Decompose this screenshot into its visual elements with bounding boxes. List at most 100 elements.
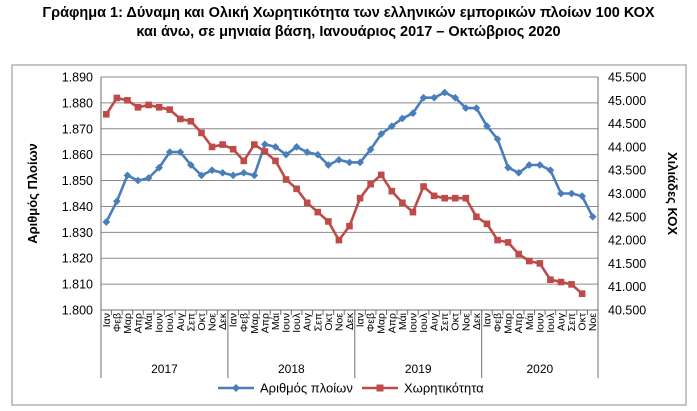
vessels-point bbox=[461, 104, 470, 113]
vessels-point bbox=[123, 171, 132, 180]
vessels-point bbox=[525, 161, 534, 169]
x-month-label: Νοε bbox=[333, 313, 345, 331]
x-month-label: Αυγ bbox=[429, 312, 441, 331]
vessels-point bbox=[229, 171, 238, 180]
x-year-label: 2020 bbox=[526, 362, 553, 376]
x-month-label: Σεπ bbox=[566, 313, 578, 331]
chart-border bbox=[11, 64, 687, 406]
x-month-label: Ιουν bbox=[407, 313, 419, 333]
vessels-point bbox=[408, 109, 417, 118]
tonnage-point bbox=[240, 157, 248, 165]
x-year-label: 2018 bbox=[278, 362, 305, 376]
tonnage-point bbox=[325, 218, 332, 225]
y-left-tick-label: 1.860 bbox=[62, 148, 93, 162]
tonnage-point bbox=[409, 208, 417, 216]
x-month-label: Ιαν bbox=[101, 313, 113, 327]
tonnage-point bbox=[335, 236, 343, 244]
vessels-point bbox=[546, 166, 555, 175]
tonnage-point bbox=[451, 194, 459, 202]
vessels-point bbox=[514, 168, 523, 177]
legend-tonnage-label: Χωρητικότητα bbox=[404, 381, 484, 396]
vessels-point bbox=[303, 148, 312, 157]
vessels-point bbox=[250, 171, 259, 180]
tonnage-point bbox=[219, 141, 226, 148]
y-right-tick-label: 42.000 bbox=[608, 234, 646, 248]
vessels-point bbox=[398, 114, 407, 123]
tonnage-point bbox=[134, 103, 142, 111]
vessels-point bbox=[155, 163, 164, 172]
y-left-axis-title: Αριθμός Πλοίων bbox=[25, 143, 40, 244]
vessels-point bbox=[356, 158, 365, 167]
y-right-tick-label: 45.500 bbox=[608, 71, 646, 85]
tonnage-point bbox=[388, 187, 396, 195]
y-left-tick-label: 1.810 bbox=[62, 278, 93, 292]
vessels-point bbox=[292, 142, 301, 151]
vessels-point bbox=[588, 212, 597, 221]
x-month-label: Ιουλ bbox=[291, 312, 303, 332]
x-month-label: Μάι bbox=[270, 312, 282, 330]
chart-title-line-1: Γράφημα 1: Δύναμη και Ολική Χωρητικότητα… bbox=[42, 5, 655, 21]
x-month-label: Αυγ bbox=[175, 312, 187, 331]
vessels-point bbox=[557, 189, 565, 198]
x-month-label: Σεπ bbox=[185, 313, 197, 331]
y-right-tick-label: 41.000 bbox=[608, 280, 646, 294]
tonnage-point bbox=[547, 276, 554, 284]
vessels-point bbox=[239, 168, 248, 177]
vessels-point bbox=[419, 93, 428, 102]
y-left-tick-label: 1.830 bbox=[62, 226, 93, 240]
vessels-point bbox=[144, 174, 153, 182]
y-left-tick-label: 1.890 bbox=[62, 71, 93, 85]
x-month-label: Σεπ bbox=[312, 313, 324, 331]
x-month-label: Δεκ bbox=[344, 312, 356, 330]
y-right-tick-label: 42.500 bbox=[608, 210, 646, 224]
x-month-label: Απρ bbox=[513, 313, 525, 333]
x-month-label: Αυγ bbox=[302, 312, 314, 331]
chart-title: Γράφημα 1: Δύναμη και Ολική Χωρητικότητα… bbox=[0, 4, 697, 42]
y-right-tick-label: 45.000 bbox=[608, 94, 646, 108]
chart-title-line-2: και άνω, σε μηνιαία βάση, Ιανουάριος 201… bbox=[136, 24, 561, 40]
tonnage-point bbox=[314, 208, 322, 216]
x-month-label: Ιαν bbox=[228, 313, 240, 327]
x-month-label: Ιουν bbox=[281, 313, 293, 333]
x-month-label: Μάι bbox=[143, 312, 155, 330]
x-month-label: Μαρ bbox=[249, 313, 261, 334]
x-month-label: Φεβ bbox=[111, 313, 123, 332]
vessels-point bbox=[493, 135, 502, 144]
x-month-label: Σεπ bbox=[439, 313, 451, 331]
x-month-label: Οκτ bbox=[323, 312, 335, 330]
vessels-point bbox=[208, 166, 216, 175]
tonnage-point bbox=[377, 171, 385, 179]
tonnage-point bbox=[473, 213, 480, 221]
vessels-point bbox=[112, 197, 121, 206]
x-month-label: Μαρ bbox=[376, 313, 388, 334]
vessels-point bbox=[134, 176, 142, 185]
tonnage-point bbox=[578, 290, 586, 297]
tonnage-point bbox=[557, 278, 565, 286]
vessels-point bbox=[430, 93, 439, 102]
tonnage-point bbox=[282, 176, 290, 183]
tonnage-point bbox=[515, 250, 522, 258]
tonnage-point bbox=[177, 115, 184, 123]
tonnage-point bbox=[346, 222, 353, 230]
x-month-label: Φεβ bbox=[492, 313, 504, 332]
y-left-tick-label: 1.840 bbox=[62, 200, 93, 214]
x-month-label: Οκτ bbox=[450, 312, 462, 330]
vessels-point bbox=[472, 104, 481, 113]
vessels-point bbox=[282, 150, 291, 159]
vessels-point bbox=[271, 142, 280, 151]
x-month-label: Μάι bbox=[524, 312, 536, 330]
vessels-point bbox=[102, 218, 111, 226]
tonnage-point bbox=[124, 97, 131, 104]
y-right-tick-label: 44.000 bbox=[608, 140, 646, 154]
x-month-label: Ιουλ bbox=[418, 312, 430, 332]
x-month-label: Απρ bbox=[386, 313, 398, 333]
legend-vessels-label: Αριθμός πλοίων bbox=[260, 381, 353, 396]
x-month-label: Ιουλ bbox=[545, 312, 557, 332]
tonnage-point bbox=[187, 117, 195, 125]
tonnage-point bbox=[399, 199, 406, 207]
tonnage-point bbox=[229, 145, 237, 153]
vessels-point bbox=[504, 163, 513, 172]
tonnage-point bbox=[462, 194, 470, 202]
x-month-label: Δεκ bbox=[471, 312, 483, 330]
